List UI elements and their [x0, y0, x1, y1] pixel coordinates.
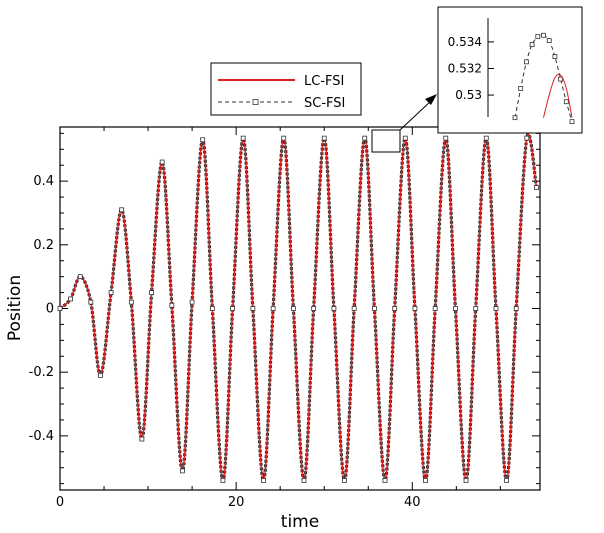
zoom-region-box [371, 129, 401, 153]
point-sc-fsi [220, 478, 226, 483]
point-sc-fsi [432, 306, 438, 311]
inset-point-sc-fsi [546, 38, 552, 43]
x-tick-label: 0 [56, 495, 64, 510]
point-sc-fsi [513, 306, 519, 311]
point-sc-fsi [443, 135, 449, 141]
inset-point-sc-fsi [535, 34, 541, 40]
point-sc-fsi [149, 290, 154, 295]
inset-y-tick-label: 0.532 [448, 62, 482, 76]
legend-marker-sc-fsi [252, 99, 259, 105]
point-sc-fsi [463, 478, 469, 483]
series-line-lc-fsi [59, 133, 538, 482]
point-sc-fsi [423, 478, 428, 483]
point-sc-fsi [77, 274, 83, 280]
point-sc-fsi [290, 306, 296, 311]
inset-point-sc-fsi [512, 115, 518, 121]
point-sc-fsi [261, 478, 266, 483]
x-tick-label: 20 [228, 495, 245, 510]
point-sc-fsi [402, 135, 408, 141]
y-tick-label: -0.4 [29, 429, 54, 444]
point-sc-fsi [119, 207, 125, 213]
point-sc-fsi [301, 478, 307, 483]
point-sc-fsi [493, 306, 499, 311]
point-sc-fsi [534, 185, 539, 190]
point-sc-fsi [351, 306, 357, 311]
inset-point-sc-fsi [558, 76, 563, 82]
point-sc-fsi [321, 135, 327, 141]
point-sc-fsi [281, 135, 287, 141]
inset-point-sc-fsi [569, 119, 575, 125]
point-sc-fsi [412, 306, 418, 311]
inset-point-sc-fsi [563, 99, 569, 105]
zoom-pointer-arrowhead [425, 94, 437, 105]
point-sc-fsi [453, 306, 458, 311]
point-sc-fsi [473, 306, 479, 311]
point-sc-fsi [342, 478, 347, 483]
inset-plot: 0.53 0.532 0.534 [437, 6, 583, 134]
legend-box [210, 62, 362, 116]
point-sc-fsi [139, 436, 145, 442]
point-sc-fsi [57, 306, 63, 311]
point-sc-fsi [240, 135, 246, 141]
main-series-layer [57, 132, 539, 483]
legend-label-sc-fsi: SC-FSI [304, 96, 345, 111]
y-tick-label: 0 [46, 302, 54, 317]
point-sc-fsi [68, 296, 73, 302]
point-sc-fsi [311, 306, 317, 311]
point-sc-fsi [524, 135, 530, 141]
point-sc-fsi [180, 468, 185, 474]
legend-label-lc-fsi: LC-FSI [304, 74, 344, 89]
x-axis-title: time [281, 512, 319, 532]
x-tick-label: 40 [404, 495, 421, 510]
y-axis-title: Position [5, 275, 25, 341]
inset-point-sc-fsi [529, 42, 535, 47]
point-sc-fsi [230, 306, 236, 311]
point-sc-fsi [200, 137, 206, 143]
point-sc-fsi [169, 302, 175, 308]
inset-point-sc-fsi [552, 54, 558, 59]
point-sc-fsi [209, 306, 215, 311]
point-sc-fsi [270, 306, 276, 311]
point-sc-fsi [189, 299, 195, 305]
point-sc-fsi [483, 135, 489, 141]
main-plot: 0 20 40 -0.4 -0.2 0 0.2 0.4 time Position [5, 126, 541, 532]
point-sc-fsi [108, 290, 114, 295]
point-sc-fsi [128, 299, 134, 305]
inset-y-tick-label: 0.53 [455, 88, 482, 102]
y-tick-label: 0.2 [33, 238, 54, 253]
inset-ticks: 0.53 0.532 0.534 [448, 35, 494, 102]
inset-series-layer [512, 32, 575, 125]
point-sc-fsi [98, 372, 103, 378]
y-tick-label: 0.4 [33, 174, 54, 189]
point-sc-fsi [372, 306, 377, 311]
inset-point-sc-fsi [541, 32, 546, 38]
point-sc-fsi [88, 299, 94, 305]
inset-y-tick-label: 0.534 [448, 35, 482, 49]
main-tick-labels: 0 20 40 -0.4 -0.2 0 0.2 0.4 [29, 174, 421, 510]
point-sc-fsi [382, 478, 388, 483]
inset-point-sc-fsi [524, 59, 529, 65]
legend: LC-FSI SC-FSI [210, 62, 362, 116]
point-sc-fsi [331, 306, 337, 311]
zoom-pointer-line [399, 99, 433, 131]
point-sc-fsi [250, 306, 256, 311]
y-tick-label: -0.2 [29, 365, 54, 380]
point-sc-fsi [392, 306, 398, 311]
point-sc-fsi [504, 478, 509, 483]
point-sc-fsi [159, 159, 165, 165]
point-sc-fsi [362, 135, 368, 141]
inset-line-lc-fsi [543, 73, 573, 118]
inset-point-sc-fsi [518, 86, 524, 91]
